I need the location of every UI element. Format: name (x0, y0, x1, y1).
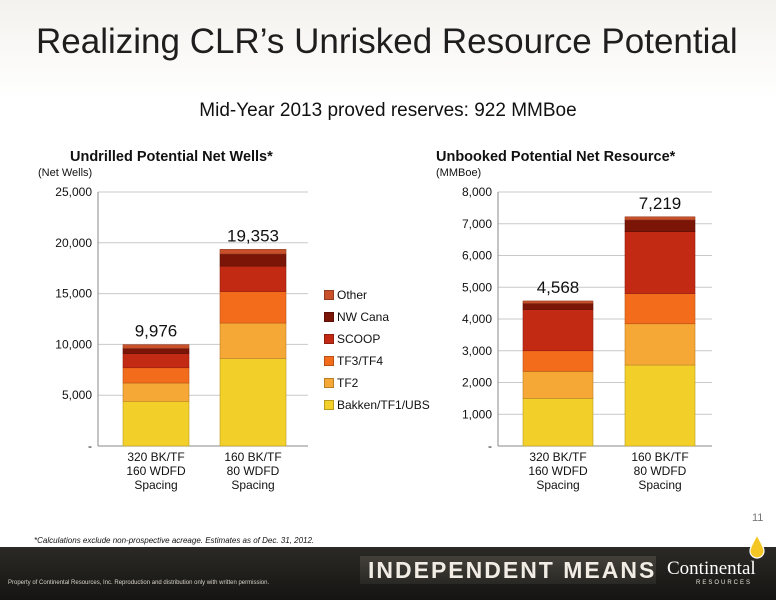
legend-label: NW Cana (337, 310, 390, 324)
y-tick-label: 5,000 (462, 280, 492, 294)
x-category-label: 320 BK/TF (529, 450, 586, 464)
x-category-label: 320 BK/TF (127, 450, 184, 464)
y-tick-label: 3,000 (462, 344, 492, 358)
tagline: INDEPENDENT MEANS (368, 557, 657, 583)
bar-segment (219, 322, 287, 359)
x-category-label: 80 WDFD (634, 464, 687, 478)
bar-segment (624, 364, 696, 447)
y-tick-label: 4,000 (462, 312, 492, 326)
chart-legend: Other NW Cana SCOOP TF3/TF4 TF2 Bakken/T… (324, 284, 430, 416)
legend-item-other: Other (324, 284, 430, 306)
y-tick-label: 25,000 (55, 185, 92, 199)
header-background (0, 0, 776, 100)
x-category-label: Spacing (638, 478, 681, 492)
y-tick-label: 15,000 (55, 287, 92, 301)
legend-label: SCOOP (337, 332, 381, 346)
x-category-label: Spacing (231, 478, 274, 492)
bar-segment (122, 344, 190, 349)
bar-total-label: 7,219 (639, 194, 682, 213)
bar-segment (624, 323, 696, 366)
bar-segment (624, 231, 696, 294)
legend-swatch-scoop (324, 334, 334, 344)
legend-label: TF2 (337, 376, 359, 390)
x-category-label: 160 WDFD (126, 464, 186, 478)
right-chart-title: Unbooked Potential Net Resource* (436, 149, 676, 165)
bar-segment (624, 219, 696, 232)
x-category-label: 160 BK/TF (224, 450, 281, 464)
x-category-label: Spacing (536, 478, 579, 492)
bar-segment (522, 350, 594, 372)
company-logo-text: Continental (667, 558, 756, 579)
legend-item-tf3-tf4: TF3/TF4 (324, 350, 430, 372)
legend-swatch-tf3-tf4 (324, 356, 334, 366)
x-category-label: 80 WDFD (227, 464, 280, 478)
bar-total-label: 4,568 (537, 278, 580, 297)
tagline-band (360, 556, 656, 584)
page-number: 11 (752, 512, 764, 524)
y-tick-label: 5,000 (62, 388, 92, 402)
bar-segment (122, 353, 190, 369)
bar-segment (522, 300, 594, 304)
page-subtitle: Mid-Year 2013 proved reserves: 922 MMBoe (199, 100, 577, 121)
y-tick-label: 20,000 (55, 236, 92, 250)
y-tick-label: 1,000 (462, 407, 492, 421)
x-category-label: 160 BK/TF (631, 450, 688, 464)
y-tick-label: 6,000 (462, 249, 492, 263)
x-category-label: Spacing (134, 478, 177, 492)
left-chart-unit: (Net Wells) (38, 167, 93, 179)
legend-label: TF3/TF4 (337, 354, 384, 368)
bar-segment (219, 249, 287, 255)
bar-total-label: 19,353 (227, 226, 279, 245)
y-tick-label: - (488, 439, 492, 453)
company-logo-subtext: RESOURCES (696, 580, 753, 586)
bar-total-label: 9,976 (135, 322, 178, 341)
oil-drop-logo-icon (749, 534, 765, 559)
bar-segment (522, 371, 594, 399)
bar-segment (522, 398, 594, 447)
bar-segment (522, 309, 594, 352)
legend-item-scoop: SCOOP (324, 328, 430, 350)
bar-segment (122, 348, 190, 354)
legend-swatch-other (324, 290, 334, 300)
legend-swatch-tf2 (324, 378, 334, 388)
bar-segment (522, 303, 594, 310)
bar-segment (219, 265, 287, 292)
charts-canvas: - 5,000 10,000 15,000 20,000 25,000 9,976 320 B… (55, 185, 712, 492)
legend-swatch-bakken (324, 400, 334, 410)
y-tick-label: - (88, 439, 92, 453)
bar-segment (122, 382, 190, 402)
bar-segment (624, 216, 696, 221)
bar-segment (122, 400, 190, 447)
bar-segment (219, 253, 287, 267)
copyright-notice: Property of Continental Resources, Inc. … (8, 580, 270, 586)
right-chart-unit: (MMBoe) (436, 167, 482, 179)
legend-item-nw-cana: NW Cana (324, 306, 430, 328)
legend-label: Bakken/TF1/UBS (337, 398, 430, 412)
bar-segment (624, 293, 696, 325)
x-category-label: 160 WDFD (528, 464, 588, 478)
page-title: Realizing CLR’s Unrisked Resource Potent… (36, 22, 738, 61)
footnote: *Calculations exclude non-prospective ac… (34, 536, 315, 545)
legend-label: Other (337, 288, 368, 302)
legend-item-tf2: TF2 (324, 372, 430, 394)
legend-swatch-nw-cana (324, 312, 334, 322)
left-chart-title: Undrilled Potential Net Wells* (70, 149, 273, 165)
y-tick-label: 8,000 (462, 185, 492, 199)
bar-segment (122, 367, 190, 384)
y-tick-label: 2,000 (462, 376, 492, 390)
bar-segment (219, 358, 287, 447)
y-tick-label: 10,000 (55, 337, 92, 351)
bar-segment (219, 291, 287, 324)
y-tick-label: 7,000 (462, 217, 492, 231)
legend-item-bakken: Bakken/TF1/UBS (324, 394, 430, 416)
